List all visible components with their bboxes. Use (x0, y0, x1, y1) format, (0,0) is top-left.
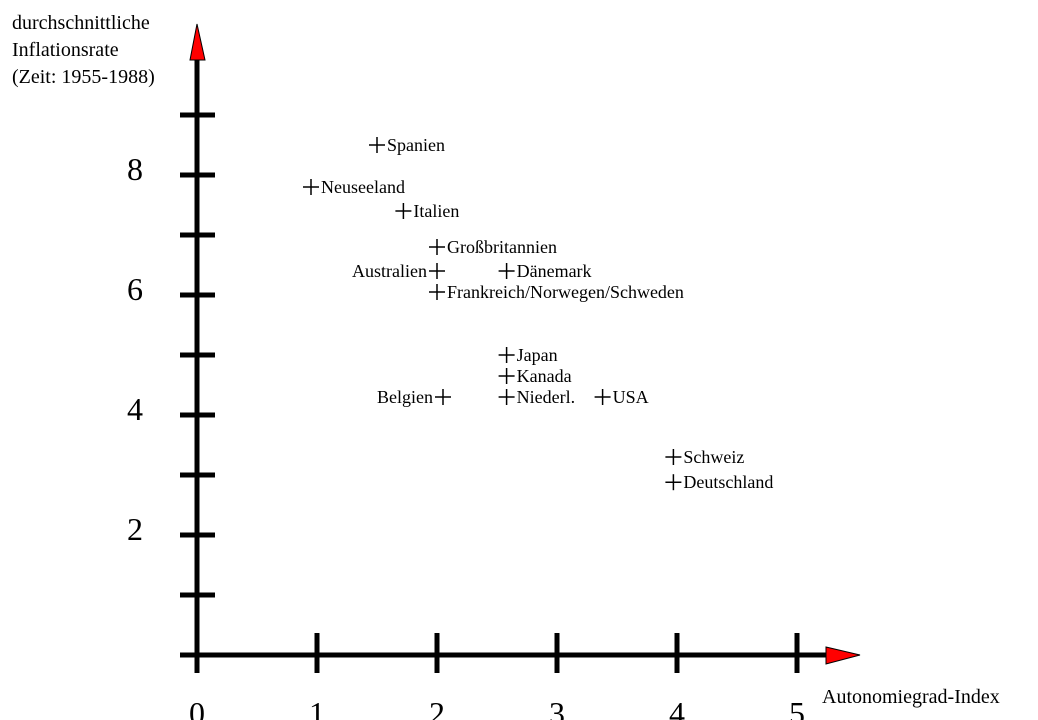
point-label: Neuseeland (321, 177, 405, 197)
y-tick-label: 6 (127, 271, 143, 307)
data-point (429, 263, 445, 279)
y-tick-label: 8 (127, 151, 143, 187)
data-point (429, 284, 445, 300)
x-axis-label: Autonomiegrad-Index (822, 686, 1000, 708)
point-label: Frankreich/Norwegen/Schweden (447, 282, 684, 302)
x-tick-label: 3 (549, 695, 565, 720)
data-point (498, 368, 515, 384)
data-point (665, 474, 682, 491)
data-point (429, 239, 445, 255)
data-point (498, 347, 515, 363)
data-point (435, 389, 451, 405)
point-label: Dänemark (517, 261, 592, 281)
point-label: Japan (517, 345, 558, 365)
point-label: Deutschland (683, 472, 773, 492)
y-axis-label: (Zeit: 1955-1988) (12, 66, 155, 88)
point-label: Belgien (377, 387, 433, 407)
point-label: Schweiz (683, 447, 744, 467)
data-point (498, 263, 515, 279)
x-tick-label: 4 (669, 695, 685, 720)
y-axis-arrow-icon (189, 23, 206, 61)
point-label: Italien (413, 201, 459, 221)
data-point (594, 389, 611, 405)
point-label: USA (613, 387, 649, 407)
y-axis-label: Inflationsrate (12, 39, 119, 61)
point-label: Großbritannien (447, 237, 557, 257)
point-label: Spanien (387, 135, 445, 155)
data-point (303, 179, 319, 195)
data-point (665, 449, 682, 465)
data-point (369, 137, 385, 153)
x-tick-label: 1 (309, 695, 325, 720)
x-axis-arrow-icon (825, 646, 861, 665)
y-axis-label: durchschnittliche (12, 12, 150, 34)
x-tick-label: 5 (789, 695, 805, 720)
x-tick-label: 0 (189, 695, 205, 720)
point-label: Australien (352, 261, 427, 281)
data-point (395, 203, 412, 219)
point-label: Niederl. (517, 387, 575, 407)
y-tick-label: 2 (127, 511, 143, 547)
point-label: Kanada (517, 366, 572, 386)
y-tick-label: 4 (127, 391, 143, 427)
data-point (498, 389, 515, 405)
x-tick-label: 2 (429, 695, 445, 720)
